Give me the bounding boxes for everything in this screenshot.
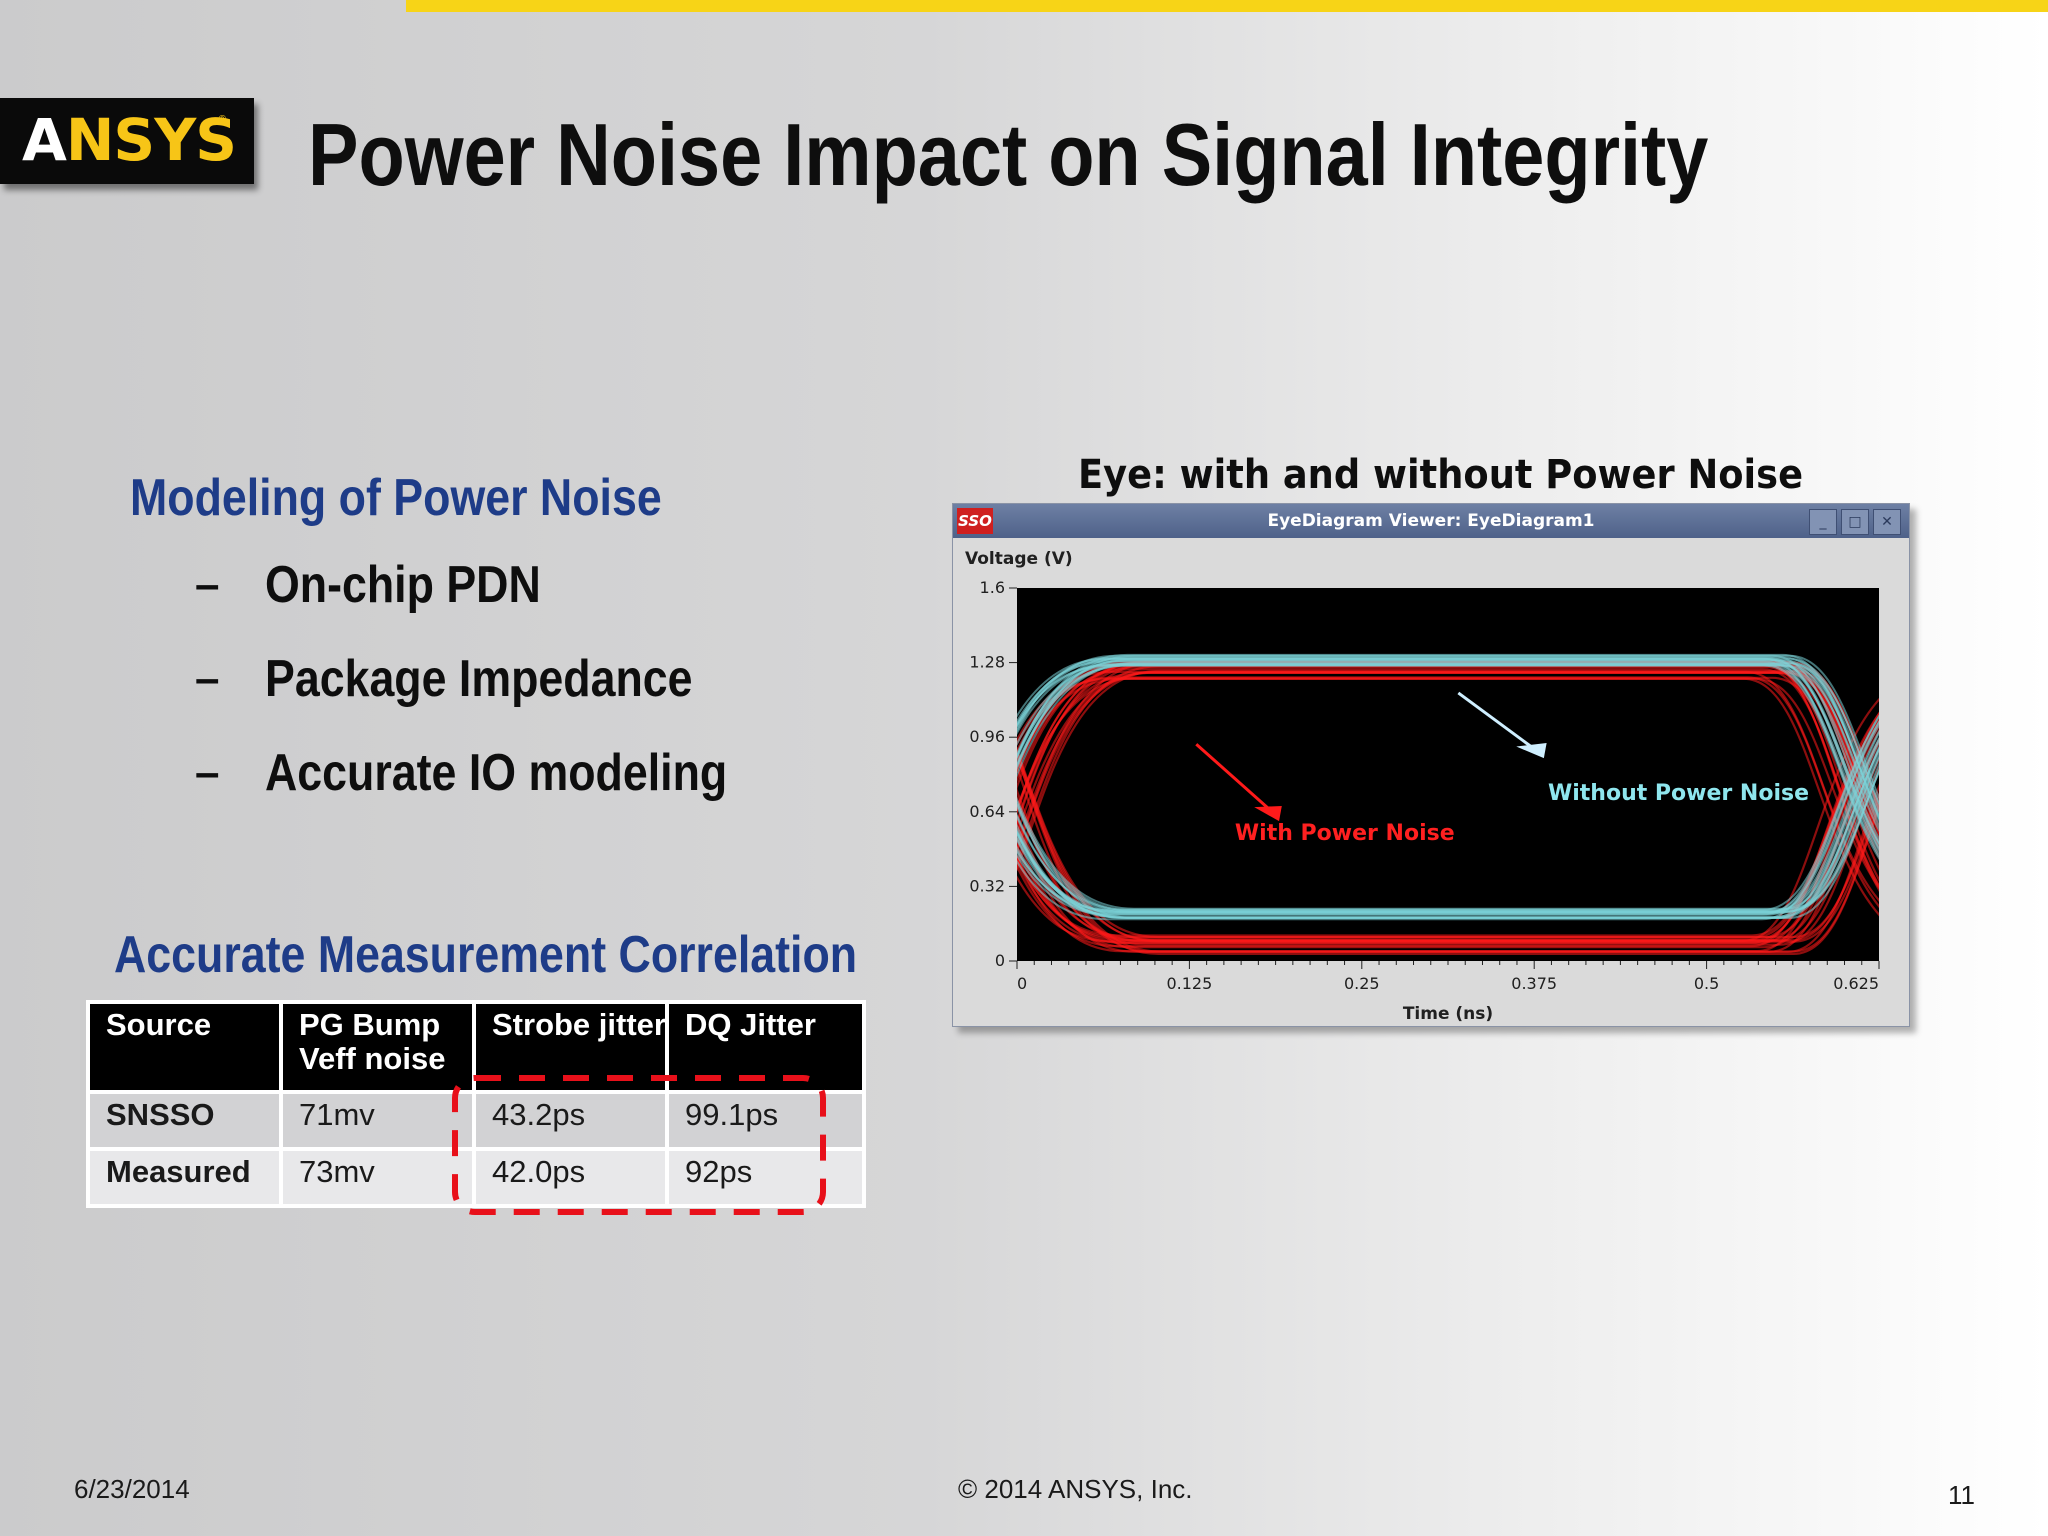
window-title-bar[interactable]: SSO EyeDiagram Viewer: EyeDiagram1 _ □ ✕ bbox=[953, 504, 1909, 538]
eye-trace bbox=[1017, 658, 1879, 847]
column-header-source: Source bbox=[86, 1000, 283, 1094]
eye-trace bbox=[1017, 677, 1879, 917]
eye-trace bbox=[1017, 745, 1879, 911]
x-tick-label: 0.625 bbox=[1833, 974, 1879, 993]
with-noise-arrow bbox=[1195, 743, 1274, 813]
eye-trace bbox=[1017, 737, 1879, 949]
eye-trace bbox=[1017, 752, 1879, 956]
eye-trace bbox=[1017, 746, 1879, 918]
eye-trace bbox=[1017, 749, 1879, 953]
x-tick-label: 0.125 bbox=[1166, 974, 1212, 993]
table-cell: 71mv bbox=[279, 1090, 476, 1151]
x-tick-label: 0 bbox=[1017, 974, 1027, 993]
correlation-table: Source PG Bump Veff noise Strobe jitter D… bbox=[86, 1000, 866, 1208]
x-tick-label: 0.375 bbox=[1511, 974, 1557, 993]
footer-copyright: © 2014 ANSYS, Inc. bbox=[958, 1474, 1193, 1504]
y-tick-label: 1.28 bbox=[969, 653, 1005, 672]
eye-trace bbox=[1017, 664, 1879, 861]
eye-trace bbox=[1017, 711, 1879, 941]
eye-trace bbox=[1017, 662, 1879, 807]
eye-diagram-window[interactable]: SSO EyeDiagram Viewer: EyeDiagram1 _ □ ✕… bbox=[952, 503, 1910, 1027]
plot-area bbox=[1017, 588, 1879, 961]
eye-trace bbox=[1017, 769, 1879, 912]
y-tick-label: 0.64 bbox=[969, 802, 1005, 821]
window-title: EyeDiagram Viewer: EyeDiagram1 bbox=[1267, 511, 1595, 531]
correlation-heading: Accurate Measurement Correlation bbox=[114, 926, 858, 984]
eye-trace bbox=[1017, 765, 1879, 946]
bullet-dash: – bbox=[195, 748, 220, 797]
y-tick-label: 1.6 bbox=[980, 578, 1005, 597]
with-noise-label: With Power Noise bbox=[1235, 821, 1455, 846]
bullet-text: Accurate IO modeling bbox=[265, 744, 728, 802]
bullet-text: Package Impedance bbox=[265, 650, 693, 708]
sso-app-icon: SSO bbox=[957, 508, 993, 534]
table-row: Measured 73mv 42.0ps 92ps bbox=[86, 1147, 866, 1208]
eye-trace bbox=[1017, 660, 1879, 858]
y-tick-label: 0.32 bbox=[969, 876, 1005, 895]
table-cell: 99.1ps bbox=[665, 1090, 866, 1151]
eye-trace bbox=[1017, 668, 1879, 888]
bullet-dash: – bbox=[195, 654, 220, 703]
x-tick-label: 0.5 bbox=[1694, 974, 1719, 993]
eye-diagram-chart: Voltage (V) 0 0.32 0.64 0.96 1.28 1.6 0 0.125 0… bbox=[965, 549, 1880, 1024]
slide-title: Power Noise Impact on Signal Integrity bbox=[308, 105, 1709, 204]
table-cell: 92ps bbox=[665, 1147, 866, 1208]
eye-series bbox=[1017, 653, 1879, 921]
eye-trace bbox=[1017, 656, 1879, 820]
x-axis-title: Time (ns) bbox=[1403, 1004, 1493, 1024]
modeling-heading: Modeling of Power Noise bbox=[130, 469, 662, 527]
eye-trace bbox=[1017, 653, 1879, 821]
x-tick-label: 0.25 bbox=[1344, 974, 1380, 993]
bullet-text: On-chip PDN bbox=[265, 556, 541, 614]
bullet-dash: – bbox=[195, 560, 220, 609]
eye-trace bbox=[1017, 749, 1879, 919]
maximize-icon[interactable]: □ bbox=[1841, 509, 1869, 535]
eye-trace bbox=[1017, 676, 1879, 908]
column-header-dq-jitter: DQ Jitter bbox=[665, 1000, 866, 1094]
footer-date: 6/23/2014 bbox=[74, 1474, 190, 1504]
eye-trace bbox=[1017, 666, 1879, 882]
minimize-icon[interactable]: _ bbox=[1809, 509, 1837, 535]
table-row: SNSSO 71mv 43.2ps 99.1ps bbox=[86, 1090, 866, 1151]
y-tick-label: 0.96 bbox=[969, 727, 1005, 746]
with-noise-arrowhead bbox=[1254, 805, 1282, 822]
table-cell: Measured bbox=[86, 1147, 283, 1208]
y-tick-label: 0 bbox=[995, 951, 1005, 970]
column-header-pg-bump: PG Bump Veff noise bbox=[279, 1000, 476, 1094]
close-icon[interactable]: ✕ bbox=[1873, 509, 1901, 535]
eye-trace bbox=[1017, 670, 1879, 902]
eye-trace bbox=[1017, 663, 1879, 833]
without-noise-arrowhead bbox=[1516, 743, 1547, 759]
page-number: 11 bbox=[1948, 1480, 1975, 1510]
eye-figure-caption: Eye: with and without Power Noise bbox=[1078, 452, 1804, 498]
eye-trace bbox=[1017, 720, 1879, 921]
eye-trace bbox=[1017, 755, 1879, 914]
title-accent-bar bbox=[406, 0, 2048, 12]
eye-trace bbox=[1017, 740, 1879, 915]
table-cell: 73mv bbox=[279, 1147, 476, 1208]
y-axis-title: Voltage (V) bbox=[965, 549, 1073, 569]
table-cell: SNSSO bbox=[86, 1090, 283, 1151]
without-noise-label: Without Power Noise bbox=[1548, 781, 1809, 806]
jitter-highlight-box bbox=[452, 1075, 826, 1215]
table-cell: 43.2ps bbox=[472, 1090, 669, 1151]
ansys-logo: ANSYS ® bbox=[0, 98, 254, 184]
without-noise-arrow bbox=[1457, 691, 1536, 751]
table-header-row: Source PG Bump Veff noise Strobe jitter D… bbox=[86, 1000, 866, 1094]
table-cell: 42.0ps bbox=[472, 1147, 669, 1208]
